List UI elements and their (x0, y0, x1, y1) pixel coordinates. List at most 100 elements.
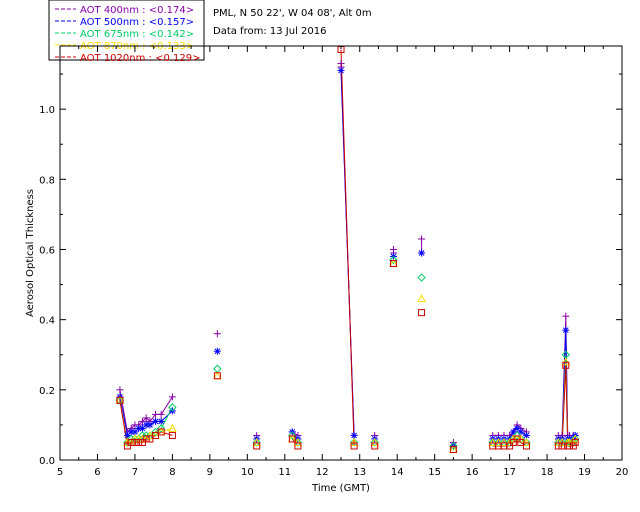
ast-d2 (338, 67, 344, 74)
point-square (506, 442, 514, 450)
point-triangle (557, 437, 567, 446)
point-triangle (417, 294, 426, 303)
point-asterisk (350, 431, 358, 439)
point-diamond (168, 403, 177, 412)
series-line (340, 49, 355, 447)
ast-d2 (351, 432, 357, 439)
point-triangle (488, 437, 498, 446)
data-points (115, 46, 580, 453)
point-plus (213, 330, 221, 338)
ast-d2 (562, 327, 569, 334)
x-tick-label: 14 (391, 467, 404, 478)
point-plus (562, 312, 570, 320)
point-square (138, 438, 146, 446)
point-diamond (389, 255, 398, 265)
point-square (294, 442, 302, 450)
point-plus (389, 245, 397, 253)
point-triangle (293, 437, 303, 446)
point-triangle (499, 437, 509, 446)
y-tick-label: 1.0 (39, 105, 55, 116)
location-label: PML, N 50 22', W 04 08', Alt 0m (213, 8, 372, 19)
x-tick-label: 20 (616, 467, 629, 478)
ast-d2 (214, 348, 221, 355)
x-tick-label: 9 (207, 467, 213, 478)
point-square (449, 445, 457, 453)
point-asterisk (418, 249, 426, 257)
point-square (571, 438, 579, 446)
point-square (146, 435, 154, 443)
ast-d2 (523, 432, 530, 439)
point-square (253, 442, 261, 450)
x-tick-label: 18 (541, 467, 554, 478)
legend-label: AOT 400nm : <0.174> (80, 5, 194, 16)
date-label: Data from: 13 Jul 2016 (213, 26, 326, 37)
point-triangle (561, 357, 571, 366)
point-square (554, 442, 562, 450)
point-square (517, 438, 525, 446)
point-diamond (156, 424, 166, 433)
point-asterisk (337, 67, 345, 75)
ast-d2 (147, 422, 153, 428)
point-diamond (213, 364, 222, 373)
y-tick-label: 0.6 (39, 245, 55, 256)
point-square (123, 442, 131, 450)
x-tick-label: 16 (466, 467, 479, 478)
y-axis: 0.0 0.2 0.4 0.6 0.8 1.0 (39, 73, 622, 467)
legend-label: AOT 675nm : <0.142> (80, 29, 194, 40)
point-diamond (449, 441, 458, 451)
ast-d2 (514, 425, 520, 432)
point-square (569, 442, 577, 450)
point-triangle (145, 430, 155, 439)
plot-frame (59, 45, 623, 461)
y-tick-label: 0.0 (39, 456, 55, 467)
point-triangle (349, 437, 359, 446)
x-tick-label: 17 (503, 467, 516, 478)
point-square (371, 442, 379, 450)
x-tick-label: 19 (578, 467, 591, 478)
point-square (288, 435, 296, 443)
point-triangle (168, 423, 177, 432)
point-diamond (288, 431, 297, 440)
point-plus (418, 235, 426, 243)
ast-d2 (158, 418, 165, 425)
point-square (350, 442, 358, 450)
y-tick-label: 0.2 (39, 386, 55, 397)
x-tick-label: 7 (132, 467, 138, 478)
y-axis-title: Aerosol Optical Thickness (25, 189, 36, 317)
point-square (116, 396, 124, 404)
point-asterisk (213, 347, 221, 355)
point-triangle (522, 437, 531, 446)
point-square (389, 260, 397, 268)
y-tick-label: 0.8 (39, 175, 55, 186)
point-square (135, 438, 143, 446)
x-axis-title: Time (GMT) (311, 483, 370, 494)
point-asterisk (157, 417, 165, 425)
point-triangle (494, 437, 503, 446)
series-lines (119, 49, 576, 447)
point-square (168, 431, 176, 439)
x-tick-label: 5 (57, 467, 63, 478)
point-square (152, 431, 160, 439)
point-asterisk (522, 431, 530, 439)
legend-box (48, 0, 205, 61)
point-square (418, 309, 426, 317)
x-tick-label: 10 (241, 467, 254, 478)
point-asterisk (146, 421, 154, 429)
point-square (131, 438, 139, 446)
point-square (566, 442, 574, 450)
point-diamond (417, 273, 426, 282)
legend-label: AOT 1020nm : <0.129> (80, 53, 200, 64)
x-tick-label: 6 (94, 467, 100, 478)
x-tick-label: 12 (316, 467, 329, 478)
x-tick-label: 13 (353, 467, 366, 478)
y-tick-label: 0.4 (39, 316, 55, 327)
point-triangle (516, 434, 526, 443)
point-plus (142, 414, 150, 422)
point-triangle (252, 437, 262, 446)
point-triangle (370, 437, 380, 446)
point-square (522, 442, 530, 450)
point-square (157, 428, 165, 436)
point-square (127, 438, 135, 446)
point-asterisk (562, 326, 570, 334)
